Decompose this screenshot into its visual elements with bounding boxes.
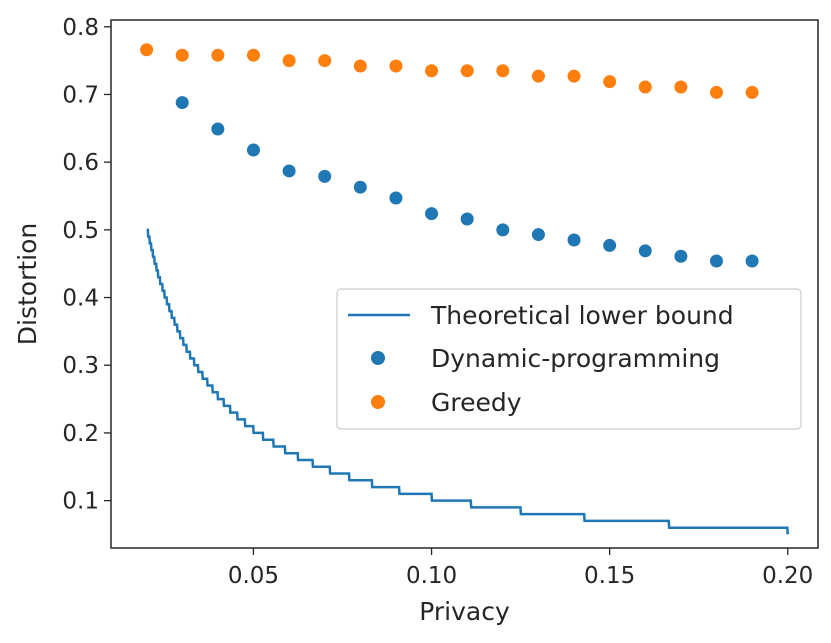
series-line-theoretical-lower-bound — [146, 228, 789, 535]
legend: Theoretical lower bound Dynamic-programm… — [336, 288, 802, 430]
data-point-greedy — [425, 64, 439, 78]
legend-entry-dynamic-programming: Dynamic-programming — [431, 344, 720, 373]
x-tick-label: 0.15 — [584, 563, 635, 589]
data-point-dynamic-programming — [531, 228, 545, 242]
x-tick-label: 0.20 — [762, 563, 813, 589]
y-tick-label: 0.5 — [62, 218, 99, 244]
data-point-dynamic-programming — [318, 169, 332, 183]
legend-entry-theoretical-lower-bound: Theoretical lower bound — [430, 301, 734, 330]
data-point-greedy — [638, 80, 652, 94]
data-point-dynamic-programming — [745, 254, 759, 268]
x-axis: 0.05 0.10 0.15 0.20 — [228, 548, 813, 589]
data-point-dynamic-programming — [246, 143, 260, 157]
data-point-dynamic-programming — [567, 233, 581, 247]
y-tick-label: 0.7 — [62, 82, 99, 108]
data-point-dynamic-programming — [638, 244, 652, 258]
data-point-greedy — [460, 64, 474, 78]
legend-marker-swatch — [371, 351, 385, 365]
data-point-dynamic-programming — [389, 191, 403, 205]
x-tick-label: 0.05 — [228, 563, 279, 589]
data-point-dynamic-programming — [282, 164, 296, 178]
y-axis: 0.1 0.2 0.3 0.4 0.5 0.6 0.7 0.8 — [62, 15, 111, 515]
x-axis-label: Privacy — [419, 597, 510, 626]
data-point-greedy — [389, 59, 403, 73]
data-point-greedy — [175, 48, 189, 62]
data-point-greedy — [246, 48, 260, 62]
data-point-greedy — [531, 69, 545, 83]
data-point-dynamic-programming — [425, 207, 439, 221]
data-point-greedy — [567, 69, 581, 83]
data-point-greedy — [709, 85, 723, 99]
data-point-greedy — [211, 48, 225, 62]
data-point-greedy — [496, 64, 510, 78]
data-point-dynamic-programming — [353, 180, 367, 194]
data-point-greedy — [140, 43, 154, 57]
data-point-greedy — [603, 75, 617, 89]
y-axis-label: Distortion — [13, 223, 42, 346]
plot-marks — [140, 43, 789, 535]
y-tick-label: 0.2 — [62, 421, 99, 447]
plot-frame — [110, 19, 819, 549]
legend-entry-greedy: Greedy — [431, 388, 522, 417]
data-point-greedy — [674, 80, 688, 94]
data-point-greedy — [282, 54, 296, 68]
data-point-greedy — [353, 59, 367, 73]
data-point-dynamic-programming — [175, 96, 189, 110]
data-point-greedy — [745, 85, 759, 99]
legend-marker-swatch — [371, 395, 385, 409]
y-tick-label: 0.3 — [62, 353, 99, 379]
legend-box — [336, 288, 802, 430]
data-point-dynamic-programming — [211, 122, 225, 136]
y-tick-label: 0.4 — [62, 286, 99, 312]
x-tick-label: 0.10 — [406, 563, 457, 589]
y-tick-label: 0.8 — [62, 15, 99, 41]
data-point-greedy — [318, 54, 332, 68]
data-point-dynamic-programming — [709, 254, 723, 268]
y-tick-label: 0.1 — [62, 489, 99, 515]
data-point-dynamic-programming — [496, 223, 510, 237]
data-point-dynamic-programming — [674, 249, 688, 263]
y-tick-label: 0.6 — [62, 150, 99, 176]
data-point-dynamic-programming — [460, 212, 474, 226]
data-point-dynamic-programming — [603, 238, 617, 252]
